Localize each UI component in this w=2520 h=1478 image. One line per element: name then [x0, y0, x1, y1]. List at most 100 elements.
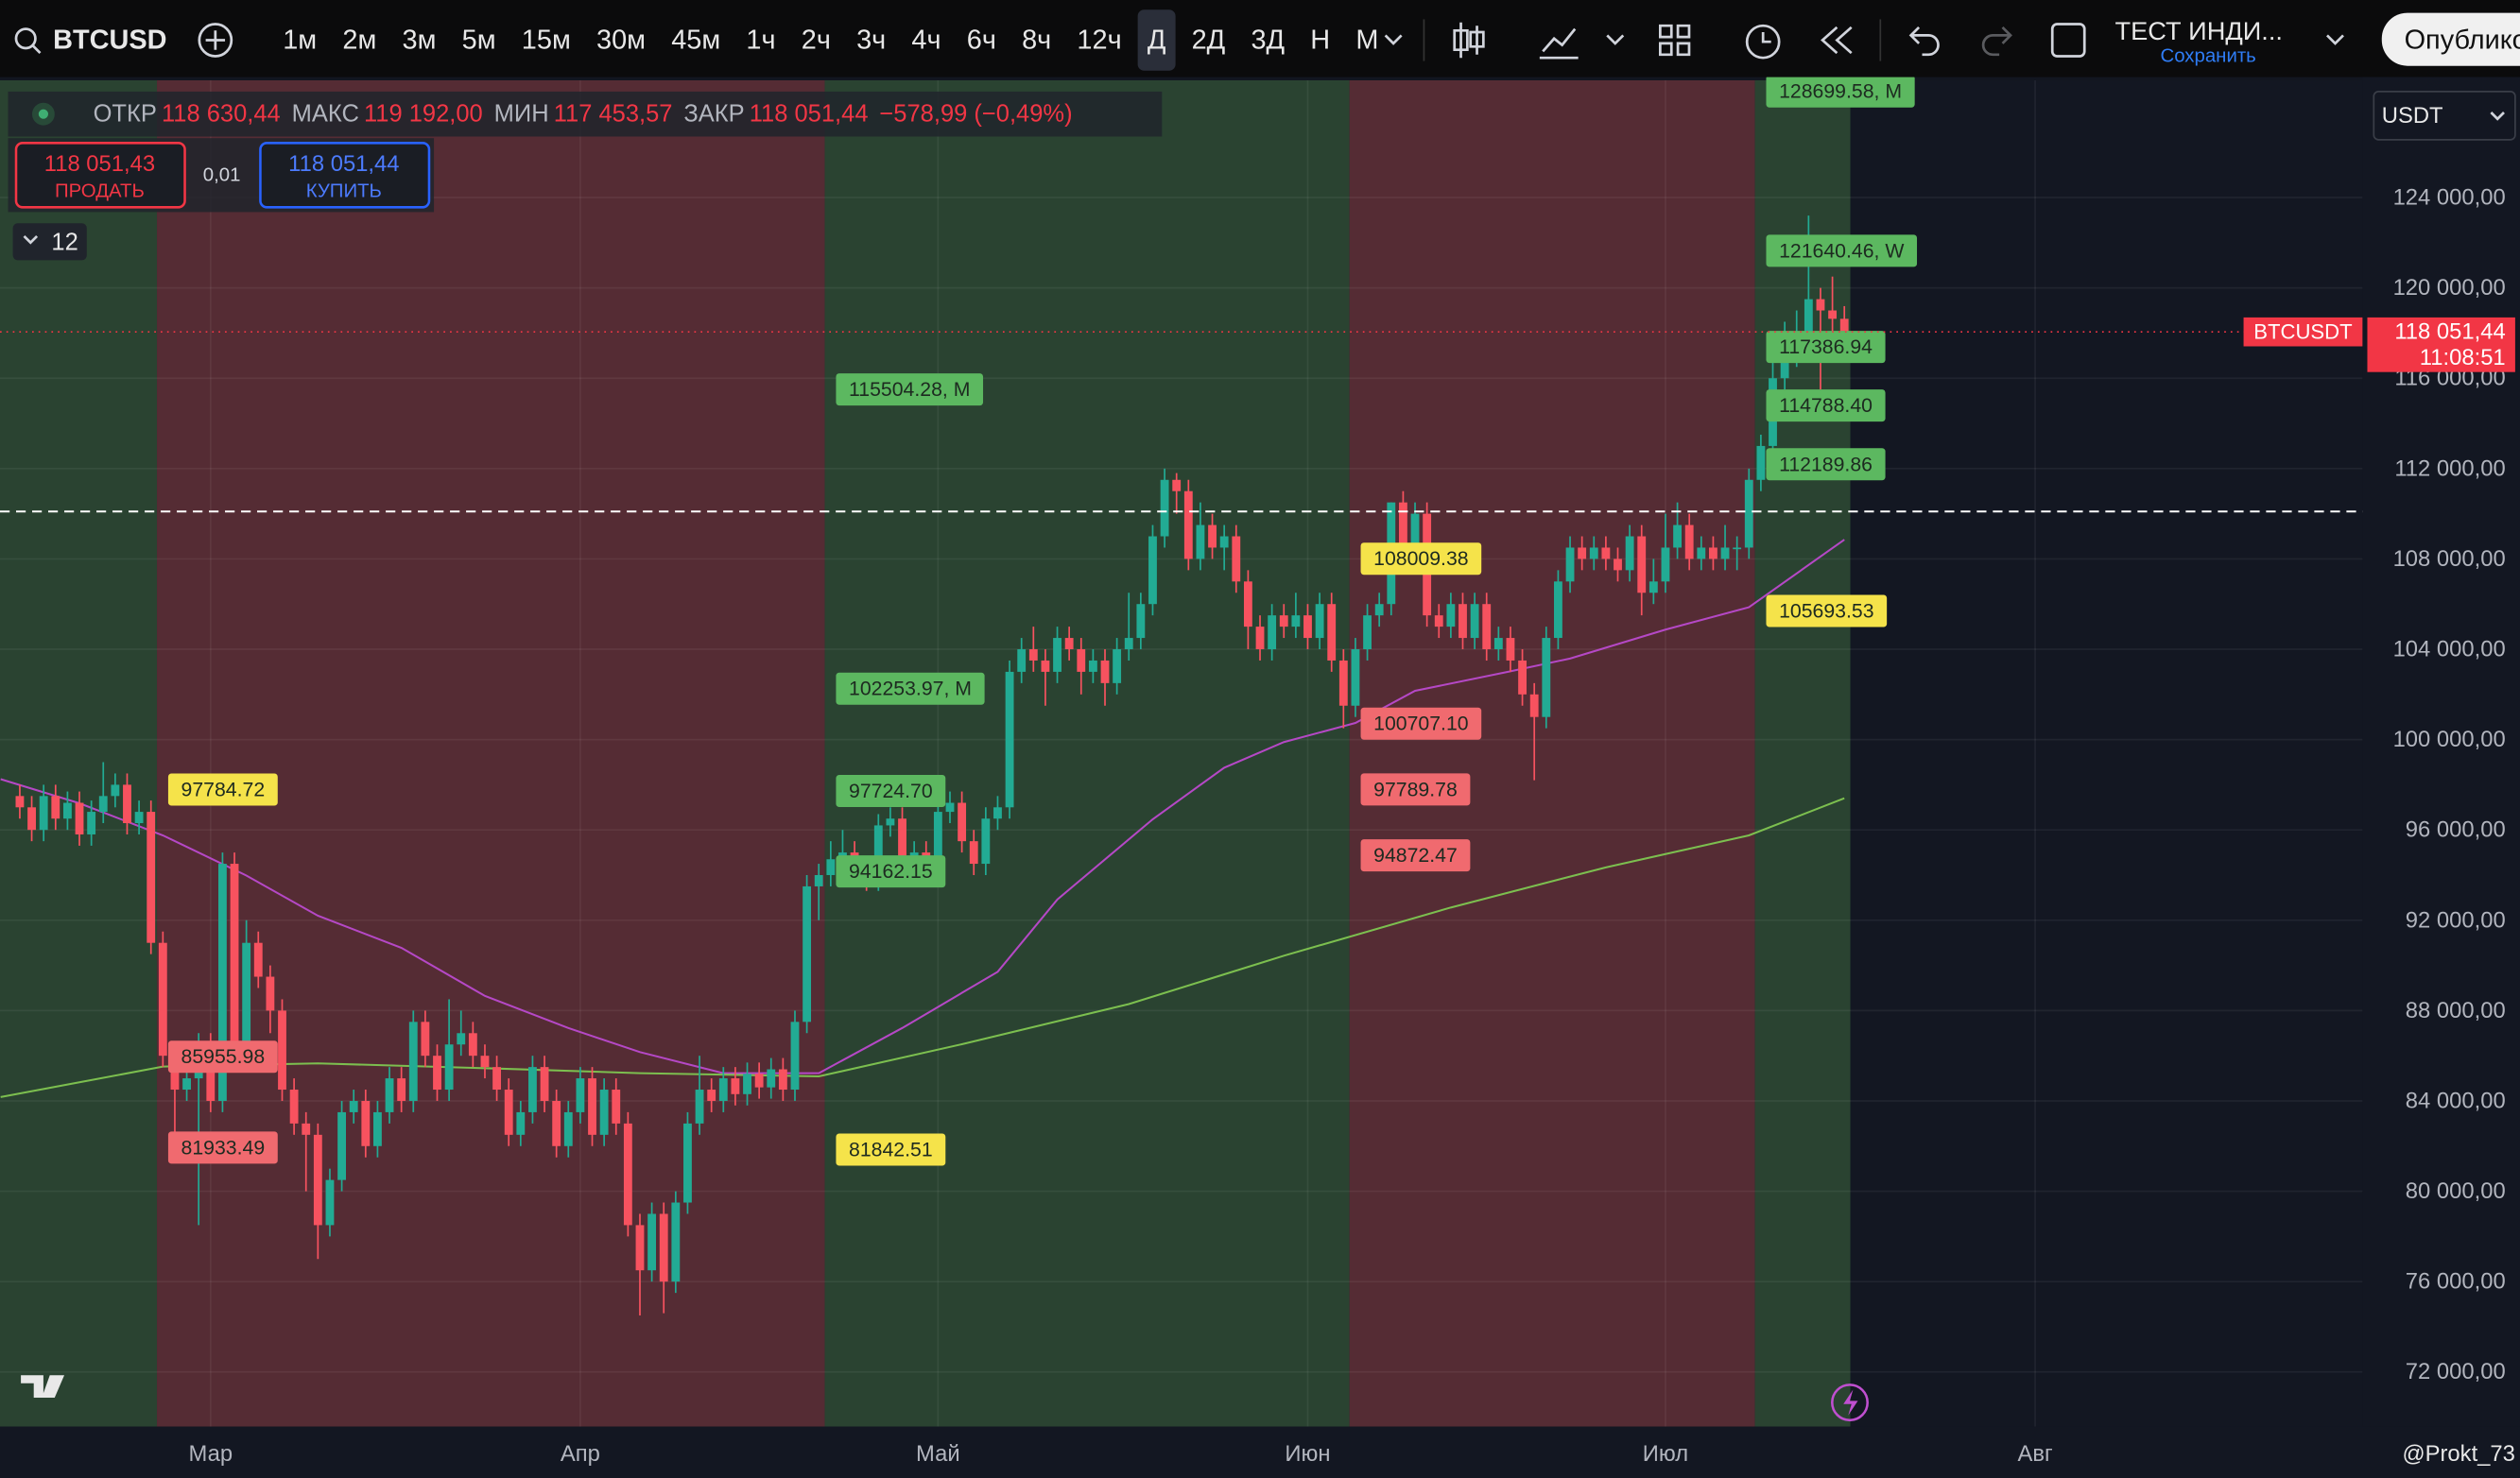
candle-body: [134, 812, 144, 824]
y-tick-label: 124 000,00: [2393, 185, 2506, 211]
chart-type[interactable]: [1453, 22, 1485, 59]
candle-body: [87, 812, 96, 834]
candle-body: [731, 1078, 740, 1094]
candle-body: [778, 1069, 787, 1091]
symbol[interactable]: BTCUSD: [53, 26, 166, 56]
period-band: [1754, 80, 1851, 1427]
candle-body: [1839, 318, 1849, 333]
interval[interactable]: 2м: [342, 26, 376, 56]
interval[interactable]: 3Д: [1251, 26, 1285, 56]
buy-button[interactable]: [259, 142, 431, 209]
add-symbol-plus: [205, 30, 226, 50]
interval[interactable]: 8ч: [1022, 26, 1051, 56]
candle-body: [123, 784, 131, 824]
interval[interactable]: 2Д: [1192, 26, 1226, 56]
add-symbol[interactable]: [198, 23, 233, 58]
candle-body: [790, 1022, 800, 1091]
candle-body: [1136, 604, 1146, 639]
y-tick-label: 92 000,00: [2406, 907, 2506, 933]
level-tag: [1766, 448, 1886, 481]
candle-body: [1446, 604, 1456, 627]
publish-button[interactable]: [2381, 12, 2520, 66]
candle-body: [504, 1090, 513, 1135]
interval[interactable]: 5м: [462, 26, 496, 56]
candle-body: [898, 818, 906, 862]
indicators[interactable]: [1539, 27, 1579, 60]
save-button[interactable]: Сохранить: [2160, 46, 2255, 67]
candle-body: [886, 818, 895, 826]
undo[interactable]: [1908, 26, 1940, 57]
interval[interactable]: 1м: [283, 26, 317, 56]
interval[interactable]: 12ч: [1077, 26, 1121, 56]
redo[interactable]: [1981, 26, 2012, 57]
level-label: 100707.10: [1373, 713, 1468, 735]
y-tick-label: 72 000,00: [2406, 1359, 2506, 1384]
interval[interactable]: 3ч: [856, 26, 886, 56]
y-tick-label: 80 000,00: [2406, 1178, 2506, 1204]
level-label: 81842.51: [849, 1139, 933, 1161]
lightning-icon[interactable]: [1831, 1383, 1869, 1422]
interval[interactable]: 1ч: [746, 26, 775, 56]
level-label: 114788.40: [1779, 394, 1873, 417]
level-label: 128699.58, M: [1779, 80, 1902, 103]
level-label: 94162.15: [849, 860, 933, 883]
interval[interactable]: 45м: [671, 26, 720, 56]
candle-body: [1578, 547, 1587, 559]
legend-label: ЗАКР: [683, 101, 744, 128]
interval[interactable]: 6ч: [967, 26, 996, 56]
candle-body: [1268, 615, 1277, 650]
candle-body: [1506, 638, 1515, 661]
interval[interactable]: 15м: [522, 26, 571, 56]
candle-body: [873, 825, 883, 880]
replay[interactable]: [1821, 26, 1853, 55]
indicators-toggle[interactable]: [12, 223, 87, 261]
candle-body: [1017, 649, 1027, 672]
quantity[interactable]: 0,01: [203, 164, 241, 185]
level-tag: [1360, 839, 1471, 872]
interval[interactable]: 30м: [596, 26, 646, 56]
candle-body: [1064, 638, 1074, 650]
candle-body: [599, 1090, 609, 1135]
candle-body: [39, 796, 48, 831]
interval[interactable]: 4ч: [911, 26, 941, 56]
layout-menu[interactable]: [2326, 34, 2344, 45]
toolbar: [0, 0, 2520, 77]
indicators-more[interactable]: [1606, 34, 1625, 45]
candle-body: [659, 1213, 668, 1282]
candle-body: [230, 864, 239, 1057]
candle-body: [528, 1067, 537, 1112]
interval[interactable]: Н: [1310, 26, 1330, 56]
level-tag: [1766, 331, 1886, 364]
candle-body: [1744, 479, 1753, 548]
candle-body: [1005, 671, 1014, 808]
y-tick-label: 120 000,00: [2393, 275, 2506, 301]
interval[interactable]: М: [1355, 26, 1378, 56]
level-label: 85955.98: [181, 1045, 266, 1068]
level-tag: [1766, 594, 1888, 627]
interval[interactable]: 2ч: [802, 26, 831, 56]
level-label: 97724.70: [849, 780, 933, 802]
candle-body: [958, 802, 967, 842]
y-tick-label: 88 000,00: [2406, 998, 2506, 1023]
interval[interactable]: Д: [1148, 26, 1166, 56]
intervals-more[interactable]: [1384, 34, 1403, 45]
search-icon[interactable]: [14, 27, 37, 50]
candle-body: [62, 802, 72, 819]
currency-select[interactable]: [2373, 91, 2516, 141]
fullscreen[interactable]: [2050, 23, 2086, 58]
templates[interactable]: [1659, 24, 1691, 57]
interval[interactable]: 3м: [403, 26, 437, 56]
candle-body: [433, 1056, 441, 1091]
candle-body: [1648, 581, 1658, 593]
layout-name[interactable]: ТЕСТ ИНДИ...: [2115, 16, 2283, 45]
level-tag: [1766, 389, 1886, 422]
symbol-tag-bg: [2243, 317, 2363, 347]
candle-body: [826, 859, 836, 875]
lightning-bolt: [1843, 1389, 1858, 1416]
alert[interactable]: [1745, 24, 1781, 60]
sell-button[interactable]: [14, 142, 186, 209]
candle-body: [1374, 604, 1384, 616]
candle-body: [516, 1111, 526, 1135]
